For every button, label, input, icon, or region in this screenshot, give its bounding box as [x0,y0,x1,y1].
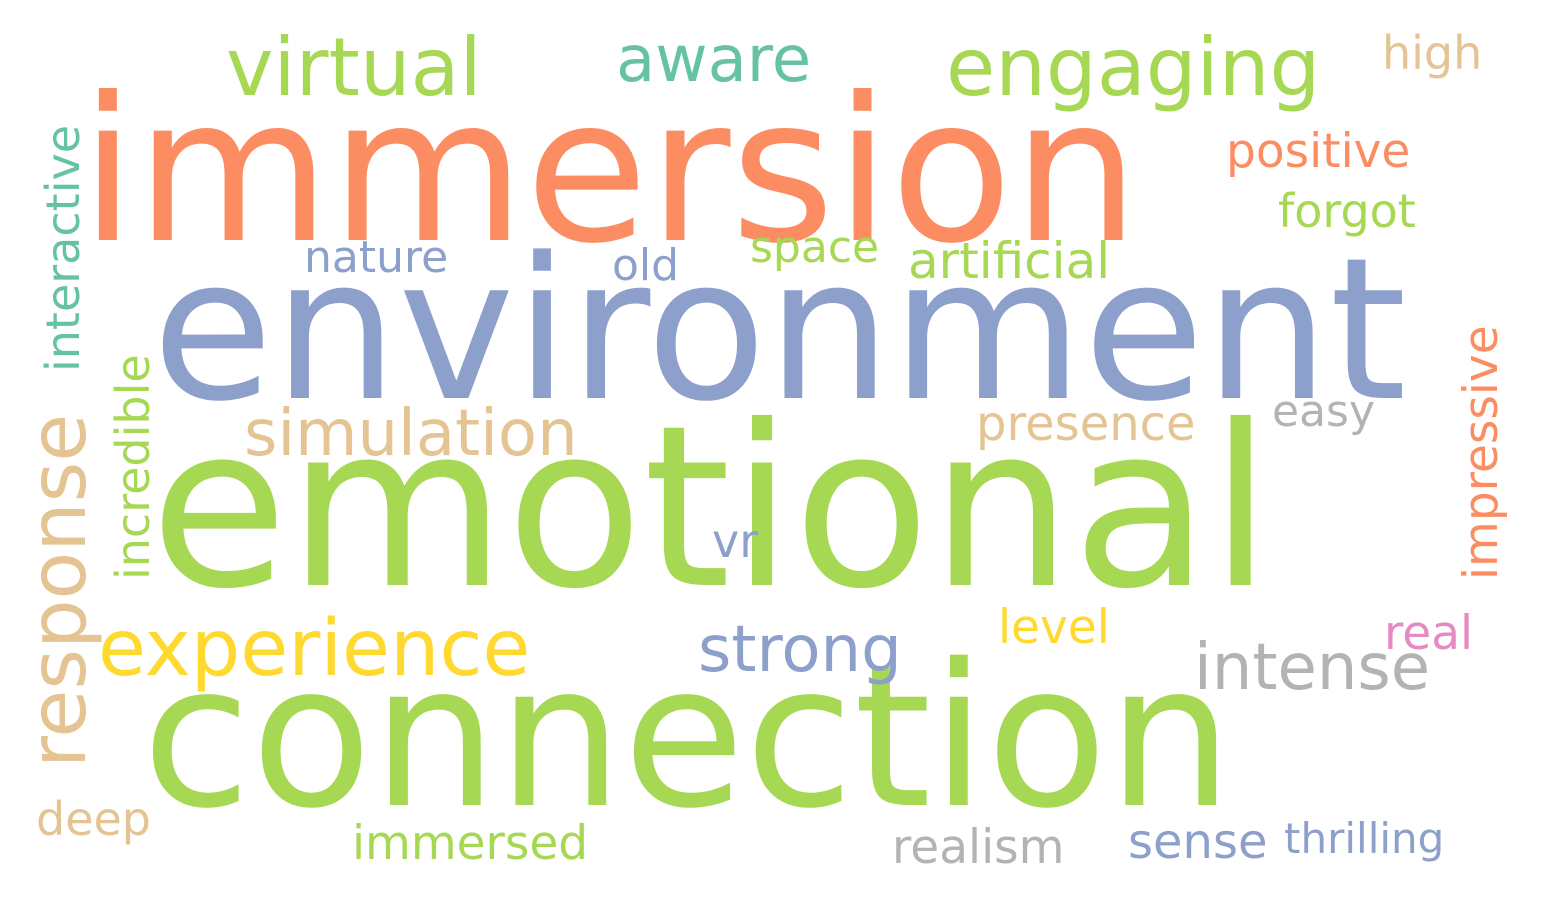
word-incredible: incredible [106,354,160,580]
word-engaging: engaging [946,21,1321,114]
word-experience: experience [98,604,531,694]
word-high: high [1382,26,1483,80]
word-space: space [750,222,880,273]
word-realism: realism [892,820,1065,875]
word-thrilling: thrilling [1284,814,1445,863]
word-immersed: immersed [352,816,589,871]
word-environment: environment [152,216,1407,445]
word-sense: sense [1128,814,1268,870]
word-artificial: artificial [908,232,1111,290]
word-forgot: forgot [1278,184,1416,238]
word-positive: positive [1226,124,1411,179]
word-interactive: interactive [36,124,90,372]
word-level: level [998,600,1110,655]
word-impressive: impressive [1454,325,1509,580]
word-presence: presence [976,396,1196,452]
word-aware: aware [616,23,812,97]
word-old: old [612,240,680,291]
word-intense: intense [1194,631,1431,705]
word-deep: deep [36,792,151,846]
word-easy: easy [1272,386,1375,437]
word-virtual: virtual [226,21,482,114]
word-strong: strong [698,613,902,687]
word-simulation: simulation [244,397,578,471]
word-immersion: immersion [80,55,1140,288]
word-nature: nature [304,232,449,283]
word-real: real [1384,606,1474,661]
word-emotional: emotional [150,377,1272,638]
word-response: response [14,413,104,768]
word-connection: connection [142,621,1233,852]
word-vr: vr [712,514,759,568]
